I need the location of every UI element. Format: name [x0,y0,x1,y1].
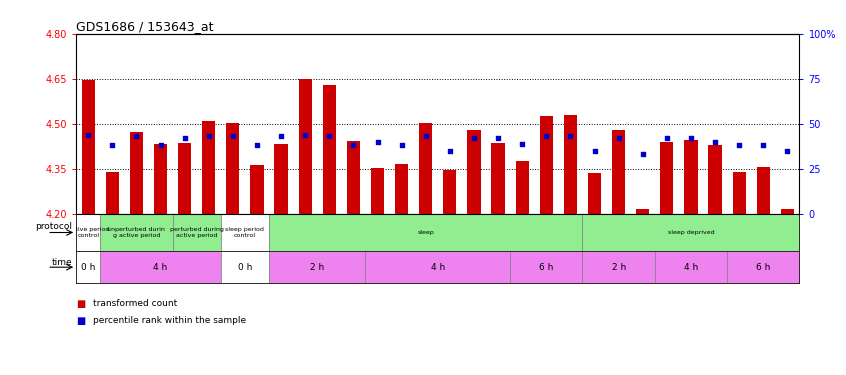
Text: 6 h: 6 h [539,262,553,272]
Point [443,148,457,154]
Point [515,141,529,147]
Point [781,148,794,154]
Bar [563,116,577,214]
Bar [274,144,288,214]
Point [419,134,432,140]
Bar [395,164,409,214]
Bar [492,143,505,214]
Point [467,135,481,141]
Text: 4 h: 4 h [153,262,168,272]
Bar [173,214,221,251]
Bar [76,214,100,251]
Point [250,142,264,148]
Bar [733,172,746,214]
Text: time: time [52,258,73,267]
Bar [76,251,100,283]
Text: ■: ■ [76,299,85,309]
Point [129,134,143,140]
Text: GDS1686 / 153643_at: GDS1686 / 153643_at [76,20,214,33]
Bar [250,165,264,214]
Bar [588,173,602,214]
Bar [582,251,655,283]
Text: perturbed during
active period: perturbed during active period [170,227,223,238]
Point [154,142,168,148]
Bar [510,251,582,283]
Bar [371,168,384,214]
Bar [221,214,269,251]
Text: sleep deprived: sleep deprived [667,230,714,235]
Text: 4 h: 4 h [431,262,445,272]
Point [684,135,698,141]
Bar [684,140,698,214]
Bar [81,80,95,214]
Bar [178,143,191,214]
Text: ■: ■ [76,316,85,326]
Bar [129,132,143,214]
Text: 4 h: 4 h [684,262,698,272]
Text: sleep: sleep [417,230,434,235]
Bar [419,123,432,214]
Bar [221,251,269,283]
Text: transformed count: transformed count [93,299,178,308]
Bar [299,80,312,214]
Point [371,139,384,145]
Point [660,135,673,141]
Bar [106,172,119,214]
Point [226,134,239,140]
Point [733,142,746,148]
Bar [612,130,625,214]
Bar [781,209,794,214]
Bar [100,214,173,251]
Bar [582,214,799,251]
Text: unperturbed durin
g active period: unperturbed durin g active period [107,227,165,238]
Bar [636,209,650,214]
Bar [100,251,221,283]
Bar [269,251,365,283]
Point [106,142,119,148]
Bar [467,130,481,214]
Point [202,134,216,140]
Text: percentile rank within the sample: percentile rank within the sample [93,316,246,325]
Point [395,142,409,148]
Text: 6 h: 6 h [756,262,771,272]
Bar [660,142,673,214]
Point [708,139,722,145]
Point [322,134,336,140]
Bar [202,122,216,214]
Point [636,152,650,157]
Text: protocol: protocol [36,222,73,231]
Text: 0 h: 0 h [81,262,96,272]
Point [540,134,553,140]
Bar [226,123,239,214]
Bar [727,251,799,283]
Text: 2 h: 2 h [612,262,626,272]
Bar [708,146,722,214]
Point [563,134,577,140]
Bar [515,161,529,214]
Point [178,135,191,141]
Bar [347,141,360,214]
Point [299,132,312,138]
Bar [443,170,457,214]
Text: 2 h: 2 h [310,262,324,272]
Bar [540,116,553,214]
Point [81,132,95,138]
Bar [154,144,168,214]
Bar [756,166,770,214]
Text: active period
control: active period control [68,227,109,238]
Point [347,142,360,148]
Point [492,135,505,141]
Point [756,142,770,148]
Bar [269,214,582,251]
Text: 0 h: 0 h [238,262,252,272]
Point [588,148,602,154]
Bar [322,86,336,214]
Text: sleep period
control: sleep period control [226,227,264,238]
Bar [655,251,727,283]
Point [612,135,625,141]
Bar [365,251,510,283]
Point [274,134,288,140]
